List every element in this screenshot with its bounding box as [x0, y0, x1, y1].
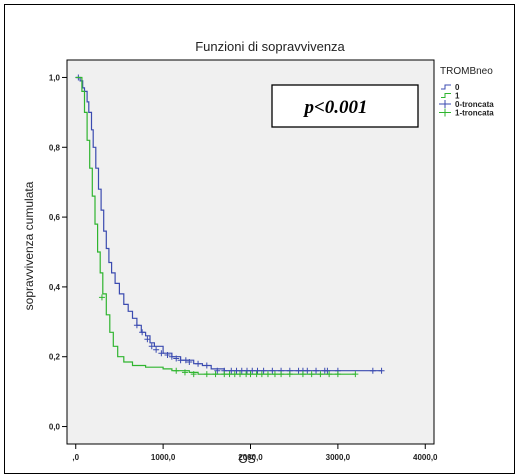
censored-mark-1	[264, 371, 271, 378]
censored-mark-1	[299, 371, 306, 378]
censored-mark-0	[195, 360, 202, 367]
censored-mark-0	[168, 353, 175, 360]
x-tick-label: 4000,0	[413, 453, 438, 462]
y-axis-title: sopravvivenza cumulata	[22, 181, 36, 310]
censored-mark-1	[173, 367, 180, 374]
y-tick-label: 0,6	[49, 213, 61, 222]
censored-mark-0	[313, 367, 320, 374]
censored-mark-0	[254, 367, 261, 374]
censored-mark-0	[203, 362, 210, 369]
y-tick-label: 1,0	[49, 73, 61, 82]
censored-mark-1	[326, 371, 333, 378]
survival-curve-1	[75, 76, 356, 375]
censored-mark-1	[203, 371, 210, 378]
censored-mark-0	[214, 367, 221, 374]
censored-mark-1	[286, 371, 293, 378]
censored-mark-0	[238, 367, 245, 374]
x-tick-label: 1000,0	[151, 453, 176, 462]
censored-mark-0	[139, 329, 146, 336]
censored-mark-0	[378, 367, 385, 374]
censored-mark-1	[352, 371, 359, 378]
censored-mark-0	[177, 357, 184, 364]
censored-mark-1	[271, 371, 278, 378]
censored-mark-1	[247, 371, 254, 378]
x-axis-title: OS	[238, 452, 255, 466]
legend-label: 1-troncata	[455, 109, 494, 118]
censored-mark-0	[324, 367, 331, 374]
censored-mark-1	[226, 371, 233, 378]
censored-mark-1	[212, 371, 219, 378]
annotation-pvalue: p<0.001	[302, 97, 367, 118]
y-tick-label: 0,4	[49, 283, 61, 292]
censored-mark-1	[253, 371, 260, 378]
legend-label: 0	[455, 83, 460, 92]
legend-line-1	[441, 93, 451, 98]
censored-mark-1	[231, 371, 238, 378]
censored-mark-0	[158, 350, 165, 357]
censored-mark-0	[182, 357, 189, 364]
censored-mark-1	[308, 371, 315, 378]
y-tick-label: 0,2	[49, 353, 61, 362]
censored-mark-0	[369, 367, 376, 374]
censored-mark-1	[317, 371, 324, 378]
legend-cross-1-troncata	[439, 108, 451, 117]
censored-mark-0	[144, 336, 151, 343]
censored-mark-0	[133, 322, 140, 329]
x-tick-label: 3000,0	[326, 453, 351, 462]
censored-mark-0	[244, 367, 251, 374]
censored-mark-0	[173, 355, 180, 362]
censored-mark-1	[334, 371, 341, 378]
censored-mark-1	[221, 371, 228, 378]
censored-mark-0	[260, 367, 267, 374]
x-tick-label: ,0	[72, 453, 79, 462]
censored-mark-0	[304, 367, 311, 374]
x-tick-label: 2000,0	[238, 453, 263, 462]
censored-mark-1	[181, 369, 188, 376]
censored-mark-0	[164, 351, 171, 358]
censored-mark-0	[186, 358, 193, 365]
series-layer	[75, 74, 385, 378]
censored-mark-0	[249, 367, 256, 374]
censored-mark-0	[233, 367, 240, 374]
legend-line-0	[441, 84, 451, 90]
censored-mark-0	[153, 346, 160, 353]
legend-label: 0-troncata	[455, 100, 494, 109]
annotation-box	[271, 84, 419, 128]
censored-mark-0	[228, 367, 235, 374]
y-axis: 0,0 0,2 0,4 0,6 0,8 1,0	[49, 73, 67, 432]
x-axis: ,0 1000,0 2000,0 3000,0 4000,0	[72, 444, 438, 462]
legend-cross-0-troncata	[439, 100, 451, 108]
censored-mark-1	[190, 371, 197, 378]
censored-mark-0	[148, 343, 155, 350]
censored-mark-0	[269, 367, 276, 374]
y-tick-label: 0,8	[49, 143, 61, 152]
chart-title: Funzioni di sopravvivenza	[195, 39, 345, 54]
censored-mark-1	[258, 371, 265, 378]
censored-mark-1	[98, 294, 105, 301]
legend-title: TROMBneo	[440, 66, 493, 77]
censored-mark-1	[278, 371, 285, 378]
legend-label: 1	[455, 92, 460, 101]
censored-mark-1	[237, 371, 244, 378]
y-tick-label: 0,0	[49, 423, 61, 432]
